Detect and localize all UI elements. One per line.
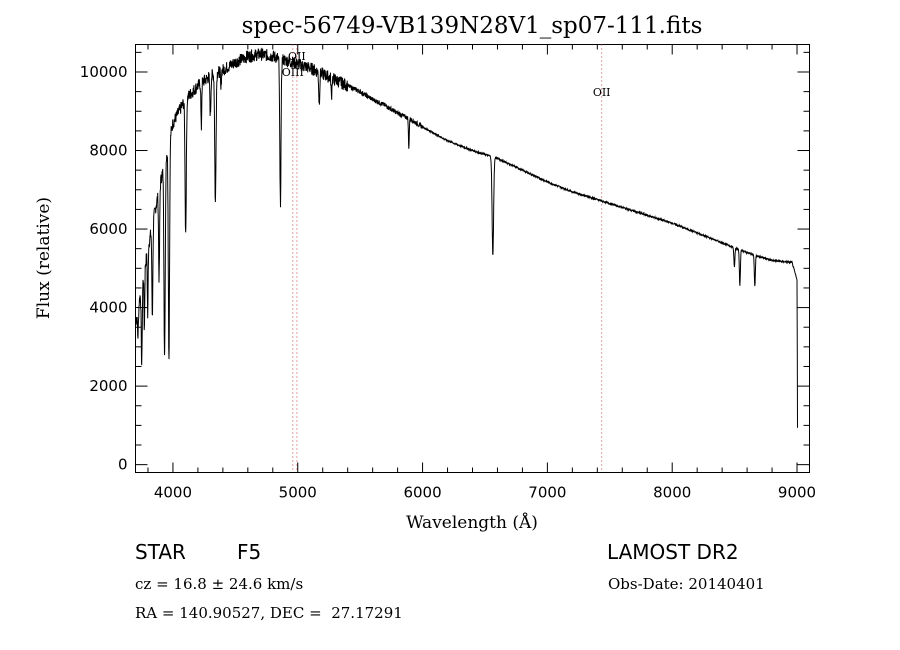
redshift-cz: cz = 16.8 ± 24.6 km/s	[135, 575, 304, 593]
chart-title: spec-56749-VB139N28V1_sp07-111.fits	[242, 13, 703, 39]
x-tick-label: 7000	[528, 484, 566, 502]
x-axis-label: Wavelength (Å)	[406, 512, 538, 533]
y-tick-label: 6000	[89, 220, 127, 238]
y-axis-label: Flux (relative)	[34, 197, 54, 319]
y-tick-label: 4000	[89, 299, 127, 317]
y-tick-label: 10000	[80, 63, 128, 81]
x-tick-label: 4000	[154, 484, 192, 502]
x-tick-label: 6000	[403, 484, 441, 502]
y-tick-label: 8000	[89, 142, 127, 160]
x-tick-label: 5000	[279, 484, 317, 502]
annotation-label: OII	[593, 86, 611, 99]
y-tick-label: 0	[118, 456, 128, 474]
survey-label: LAMOST DR2	[607, 540, 739, 564]
coordinates: RA = 140.90527, DEC = 27.17291	[135, 604, 403, 622]
object-class: STAR	[135, 540, 186, 564]
plot-frame	[135, 44, 810, 473]
observation-date: Obs-Date: 20140401	[608, 575, 765, 593]
x-tick-label: 9000	[778, 484, 816, 502]
y-tick-label: 2000	[89, 377, 127, 395]
x-tick-label: 8000	[653, 484, 691, 502]
annotation-label: OIII	[282, 66, 304, 79]
spectrum-line	[135, 47, 798, 428]
object-subclass: F5	[237, 540, 262, 564]
axes: 4000 5000 6000 7000 8000 9000 0 2000 4000 6000 800…	[80, 44, 816, 502]
